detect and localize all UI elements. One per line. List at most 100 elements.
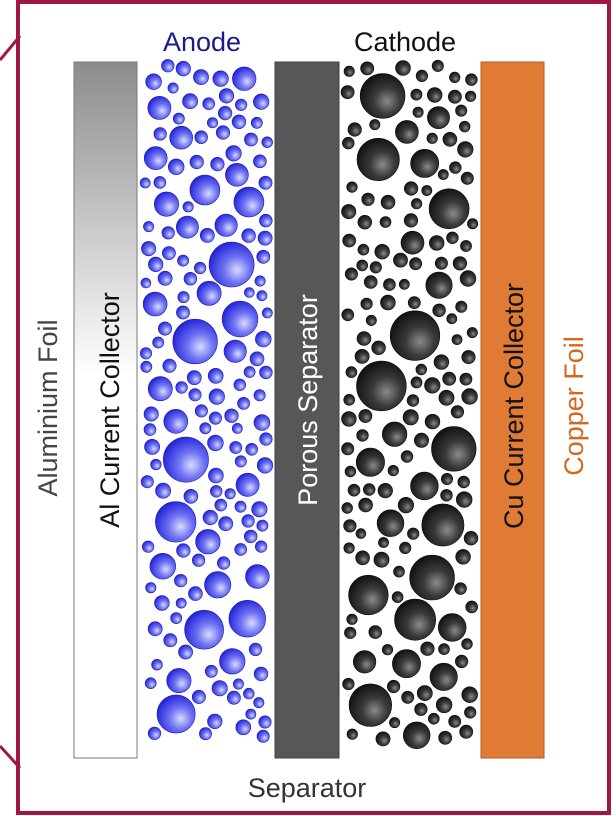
cathode-particle: [403, 213, 419, 228]
anode-particle: [244, 132, 258, 147]
cathode-particle: [457, 141, 474, 158]
anode-particle: [245, 442, 258, 456]
cathode-particle: [379, 216, 392, 228]
cathode-particle: [395, 120, 419, 144]
cathode-particle: [369, 119, 381, 131]
cathode-particle: [409, 257, 422, 271]
cathode-particle: [360, 61, 375, 76]
cathode-particle: [363, 275, 378, 289]
cathode-particle: [415, 69, 429, 82]
anode-particle: [218, 88, 235, 104]
anode-particle: [154, 191, 180, 217]
cathode-label: Cathode: [354, 27, 456, 57]
cathode-particle: [342, 136, 355, 150]
cathode-particle: [393, 252, 408, 268]
anode-particle: [226, 690, 241, 705]
anode-particle: [195, 529, 221, 555]
cathode-particle: [356, 331, 372, 346]
anode-particle: [214, 498, 228, 512]
cathode-particle: [448, 715, 462, 728]
cathode-particle: [442, 132, 458, 147]
anode-particle: [261, 307, 273, 319]
anode-particle: [204, 571, 232, 599]
anode-particle: [149, 552, 177, 580]
anode-particle: [224, 408, 239, 423]
anode-particle: [218, 516, 234, 532]
cathode-particle: [421, 185, 433, 196]
aluminium-foil-label: Aluminium Foil: [33, 319, 63, 496]
anode-particle: [148, 256, 164, 273]
cathode-particle: [416, 685, 433, 701]
cathode-particle: [341, 411, 357, 427]
cathode-particle: [380, 194, 396, 210]
anode-particle: [254, 275, 266, 287]
anode-particle: [233, 378, 247, 391]
anode-particle: [232, 678, 244, 690]
cathode-particle: [361, 192, 375, 206]
cathode-particle: [382, 421, 408, 447]
anode-particle: [161, 246, 176, 260]
cu-current-collector: [480, 61, 545, 759]
cathode-particle: [346, 181, 358, 193]
anode-particle: [253, 414, 271, 431]
cathode-particle: [356, 429, 369, 442]
cathode-particle: [426, 132, 438, 144]
cathode-particle: [449, 71, 461, 83]
anode-particle: [143, 146, 168, 170]
anode-particle: [232, 66, 257, 91]
anode-particle: [147, 621, 163, 637]
anode-particle: [142, 540, 155, 553]
anode-particle: [155, 501, 197, 543]
cathode-particle: [371, 340, 386, 355]
cathode-particle: [446, 231, 459, 245]
cathode-particle: [356, 138, 400, 182]
anode-particle: [144, 438, 160, 455]
anode-particle: [141, 241, 157, 257]
cathode-particle: [457, 475, 470, 489]
cathode-particle: [455, 549, 471, 565]
anode-particle: [150, 458, 162, 471]
anode-particle: [139, 177, 151, 189]
cathode-particle: [424, 413, 441, 430]
anode-particle: [143, 423, 157, 436]
anode-particle: [235, 719, 252, 736]
cathode-particle: [420, 641, 435, 656]
cathode-particle: [427, 87, 443, 103]
cathode-particle: [435, 696, 453, 714]
cathode-particle: [347, 122, 362, 137]
anode-particle: [256, 457, 274, 474]
anode-particle: [188, 586, 203, 601]
anode-particle: [158, 321, 173, 336]
cathode-particle: [356, 360, 407, 412]
anode-particle: [191, 689, 206, 704]
anode-particle: [228, 599, 267, 638]
separator-label: Separator: [248, 773, 367, 803]
anode-particle: [210, 157, 225, 172]
cathode-particle: [431, 426, 477, 472]
cathode-particle: [342, 677, 355, 691]
anode-particle: [231, 422, 243, 434]
zoom-line-top: [0, 35, 22, 61]
anode-particle: [168, 158, 185, 176]
cathode-particle: [459, 372, 473, 386]
cathode-particle: [431, 59, 444, 72]
cathode-particle: [394, 598, 437, 641]
cathode-particle: [343, 393, 356, 406]
anode-particle: [207, 713, 223, 730]
cathode-particle: [348, 683, 393, 727]
cathode-particle: [353, 650, 377, 674]
anode-particle: [253, 666, 269, 682]
cathode-particle: [452, 256, 468, 271]
anode-particle: [233, 186, 265, 218]
cathode-particle: [451, 334, 463, 345]
al-current-collector: [73, 61, 138, 759]
anode-particle: [210, 485, 223, 498]
cathode-particle: [449, 161, 462, 174]
cathode-particle: [343, 519, 357, 533]
anode-particle: [245, 564, 270, 589]
anode-particle: [234, 455, 247, 468]
anode-particle: [192, 553, 206, 567]
anode-particle: [157, 270, 173, 286]
cathode-particle: [381, 644, 394, 656]
anode-particle: [143, 406, 159, 422]
